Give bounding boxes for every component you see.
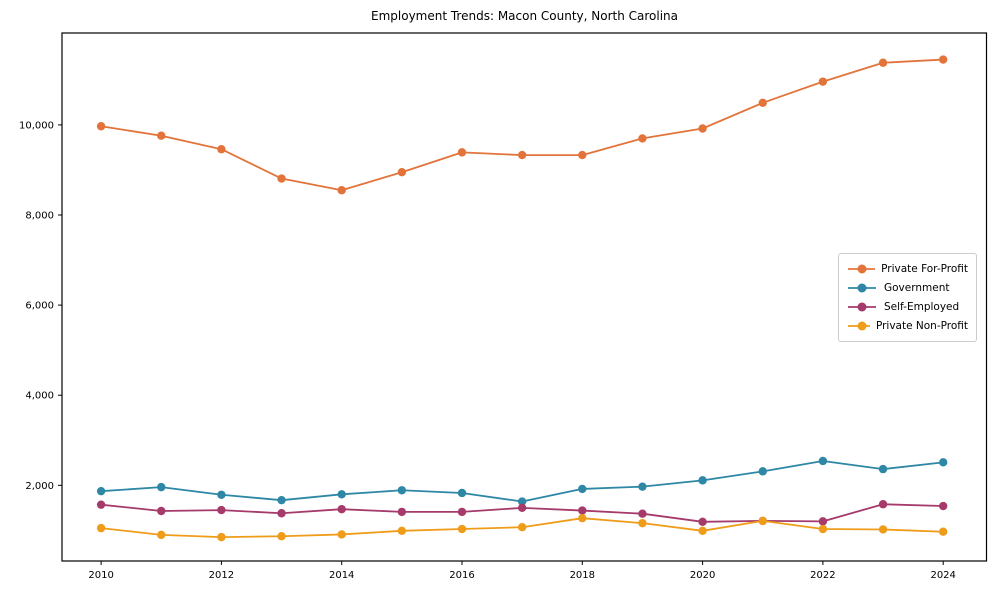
legend-label: Private For-Profit	[881, 262, 968, 275]
data-point-private-non-profit	[938, 527, 948, 536]
data-point-private-for-profit	[157, 131, 166, 140]
plot-border	[61, 32, 988, 562]
data-point-private-non-profit	[217, 532, 226, 542]
data-point-private-for-profit	[457, 148, 467, 157]
data-point-government	[157, 482, 166, 492]
data-point-self-employed	[938, 501, 948, 511]
data-point-government	[878, 464, 888, 474]
x-tick-label: 2020	[690, 570, 715, 581]
legend-item-private-for-profit: Private For-Profit	[846, 259, 968, 278]
x-tick-label: 2010	[88, 570, 113, 581]
data-point-self-employed	[698, 517, 707, 527]
y-tick-label: 6,000	[25, 301, 54, 312]
data-point-self-employed	[337, 504, 346, 514]
data-point-self-employed	[96, 500, 106, 509]
y-tick-label: 10,000	[19, 120, 54, 131]
legend-item-government: Government	[846, 278, 968, 297]
line-marker-icon	[848, 283, 876, 293]
data-point-private-for-profit	[337, 186, 346, 195]
data-point-government	[277, 495, 286, 505]
data-point-private-for-profit	[938, 55, 948, 64]
data-point-government	[938, 458, 948, 467]
data-point-government	[217, 490, 226, 499]
data-point-private-for-profit	[758, 98, 767, 108]
data-point-self-employed	[217, 505, 226, 515]
data-point-private-for-profit	[397, 168, 407, 177]
data-point-private-for-profit	[878, 58, 888, 67]
data-point-self-employed	[578, 506, 587, 515]
legend-label: Private Non-Profit	[875, 320, 968, 333]
data-point-private-non-profit	[578, 514, 587, 523]
chart-title: Employment Trends: Macon County, North C…	[371, 9, 678, 23]
data-point-government	[818, 456, 828, 466]
data-point-private-for-profit	[638, 134, 647, 143]
data-point-private-non-profit	[96, 523, 106, 533]
data-point-private-non-profit	[698, 526, 707, 536]
x-tick-label: 2016	[449, 570, 474, 581]
data-point-private-for-profit	[277, 174, 286, 183]
data-point-private-non-profit	[758, 516, 767, 526]
legend-item-private-non-profit: Private Non-Profit	[846, 317, 968, 336]
x-tick-label: 2014	[329, 570, 354, 581]
x-tick-label: 2018	[570, 570, 595, 581]
data-point-private-for-profit	[818, 77, 828, 86]
data-point-government	[517, 497, 527, 506]
series-line-private-for-profit	[100, 58, 945, 192]
data-point-private-non-profit	[517, 523, 527, 532]
legend-label: Government	[884, 281, 950, 294]
series-line-government	[100, 460, 945, 503]
y-tick-label: 8,000	[25, 211, 54, 222]
data-point-self-employed	[638, 509, 647, 518]
data-point-private-for-profit	[517, 150, 527, 160]
x-tick-label: 2012	[209, 570, 234, 581]
data-point-government	[337, 490, 346, 499]
y-tick-label: 2,000	[25, 481, 54, 492]
line-marker-icon	[848, 302, 876, 312]
data-point-self-employed	[878, 500, 888, 509]
data-point-private-for-profit	[217, 145, 226, 154]
data-point-private-non-profit	[277, 532, 286, 541]
data-point-government	[578, 484, 587, 494]
data-point-self-employed	[457, 507, 467, 517]
x-tick-label: 2024	[930, 570, 955, 581]
data-point-private-non-profit	[638, 518, 647, 528]
data-point-government	[96, 486, 106, 496]
data-point-self-employed	[818, 517, 828, 526]
legend: Private For-Profit Government Self-Emplo…	[838, 253, 977, 342]
data-point-government	[457, 488, 467, 498]
data-point-government	[758, 467, 767, 476]
data-point-government	[698, 476, 707, 485]
legend-label: Self-Employed	[884, 301, 960, 314]
data-point-private-non-profit	[397, 526, 407, 536]
data-point-private-for-profit	[578, 150, 587, 160]
y-tick-label: 4,000	[25, 391, 54, 402]
data-point-private-non-profit	[457, 524, 467, 534]
data-point-private-non-profit	[878, 525, 888, 534]
line-marker-icon	[848, 321, 870, 331]
data-point-private-non-profit	[818, 524, 828, 534]
data-point-private-for-profit	[96, 122, 106, 131]
data-point-self-employed	[397, 507, 407, 517]
data-point-self-employed	[517, 503, 527, 513]
legend-item-self-employed: Self-Employed	[846, 298, 968, 317]
data-point-government	[397, 486, 407, 495]
data-point-self-employed	[277, 509, 286, 518]
data-point-government	[638, 482, 647, 491]
data-point-private-non-profit	[337, 530, 346, 539]
data-point-self-employed	[157, 506, 166, 516]
data-point-private-non-profit	[157, 530, 166, 540]
line-marker-icon	[848, 264, 876, 273]
data-point-private-for-profit	[698, 124, 707, 133]
x-tick-label: 2022	[810, 570, 835, 581]
